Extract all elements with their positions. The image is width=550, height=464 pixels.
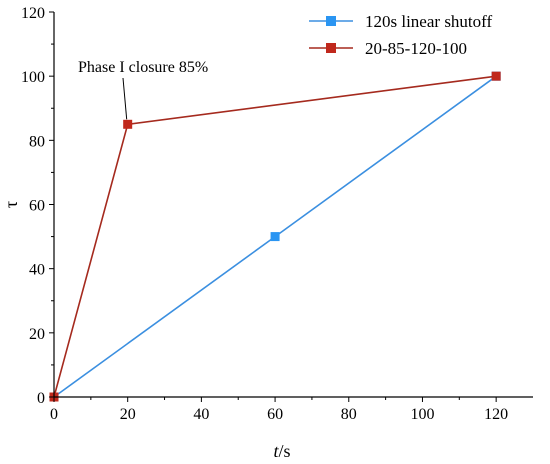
legend-marker-series-1 [326,16,336,26]
x-tick-label: 120 [484,406,508,423]
y-tick-label: 120 [21,5,45,22]
series-2-marker-point [491,71,501,81]
series-1-marker-point [270,232,280,242]
legend-marker-series-2 [326,43,336,53]
x-tick-label: 100 [410,406,434,423]
x-axis-unit: /s [279,441,291,461]
x-tick-label: 20 [120,406,136,423]
y-tick-label: 80 [29,133,45,150]
series-layer [49,71,501,402]
legend-label-series-1: 120s linear shutoff [365,12,493,31]
y-tick-label: 100 [21,69,45,86]
y-tick-label: 20 [29,326,45,343]
y-tick-label: 60 [29,198,45,215]
x-tick-label: 0 [50,406,58,423]
legend-label-series-2: 20-85-120-100 [365,39,467,58]
x-axis-variable: t [273,441,279,461]
x-tick-label: 80 [341,406,357,423]
legend: 120s linear shutoff 20-85-120-100 [309,12,493,58]
axes-layer: 0 20 40 60 80 100 120 0 20 40 60 80 100 120 [21,5,533,423]
y-axis-label: τ [1,201,21,208]
y-tick-label: 40 [29,262,45,279]
series-2-marker-point [123,119,133,129]
y-tick-label: 0 [37,390,45,407]
x-axis-label: t/s [273,441,290,461]
annotation-leader-line [122,77,128,120]
x-tick-label: 60 [267,406,283,423]
x-tick-label: 40 [193,406,209,423]
annotation-phase-i-closure: Phase I closure 85% [78,59,208,76]
annotation-layer: Phase I closure 85% [78,59,208,120]
